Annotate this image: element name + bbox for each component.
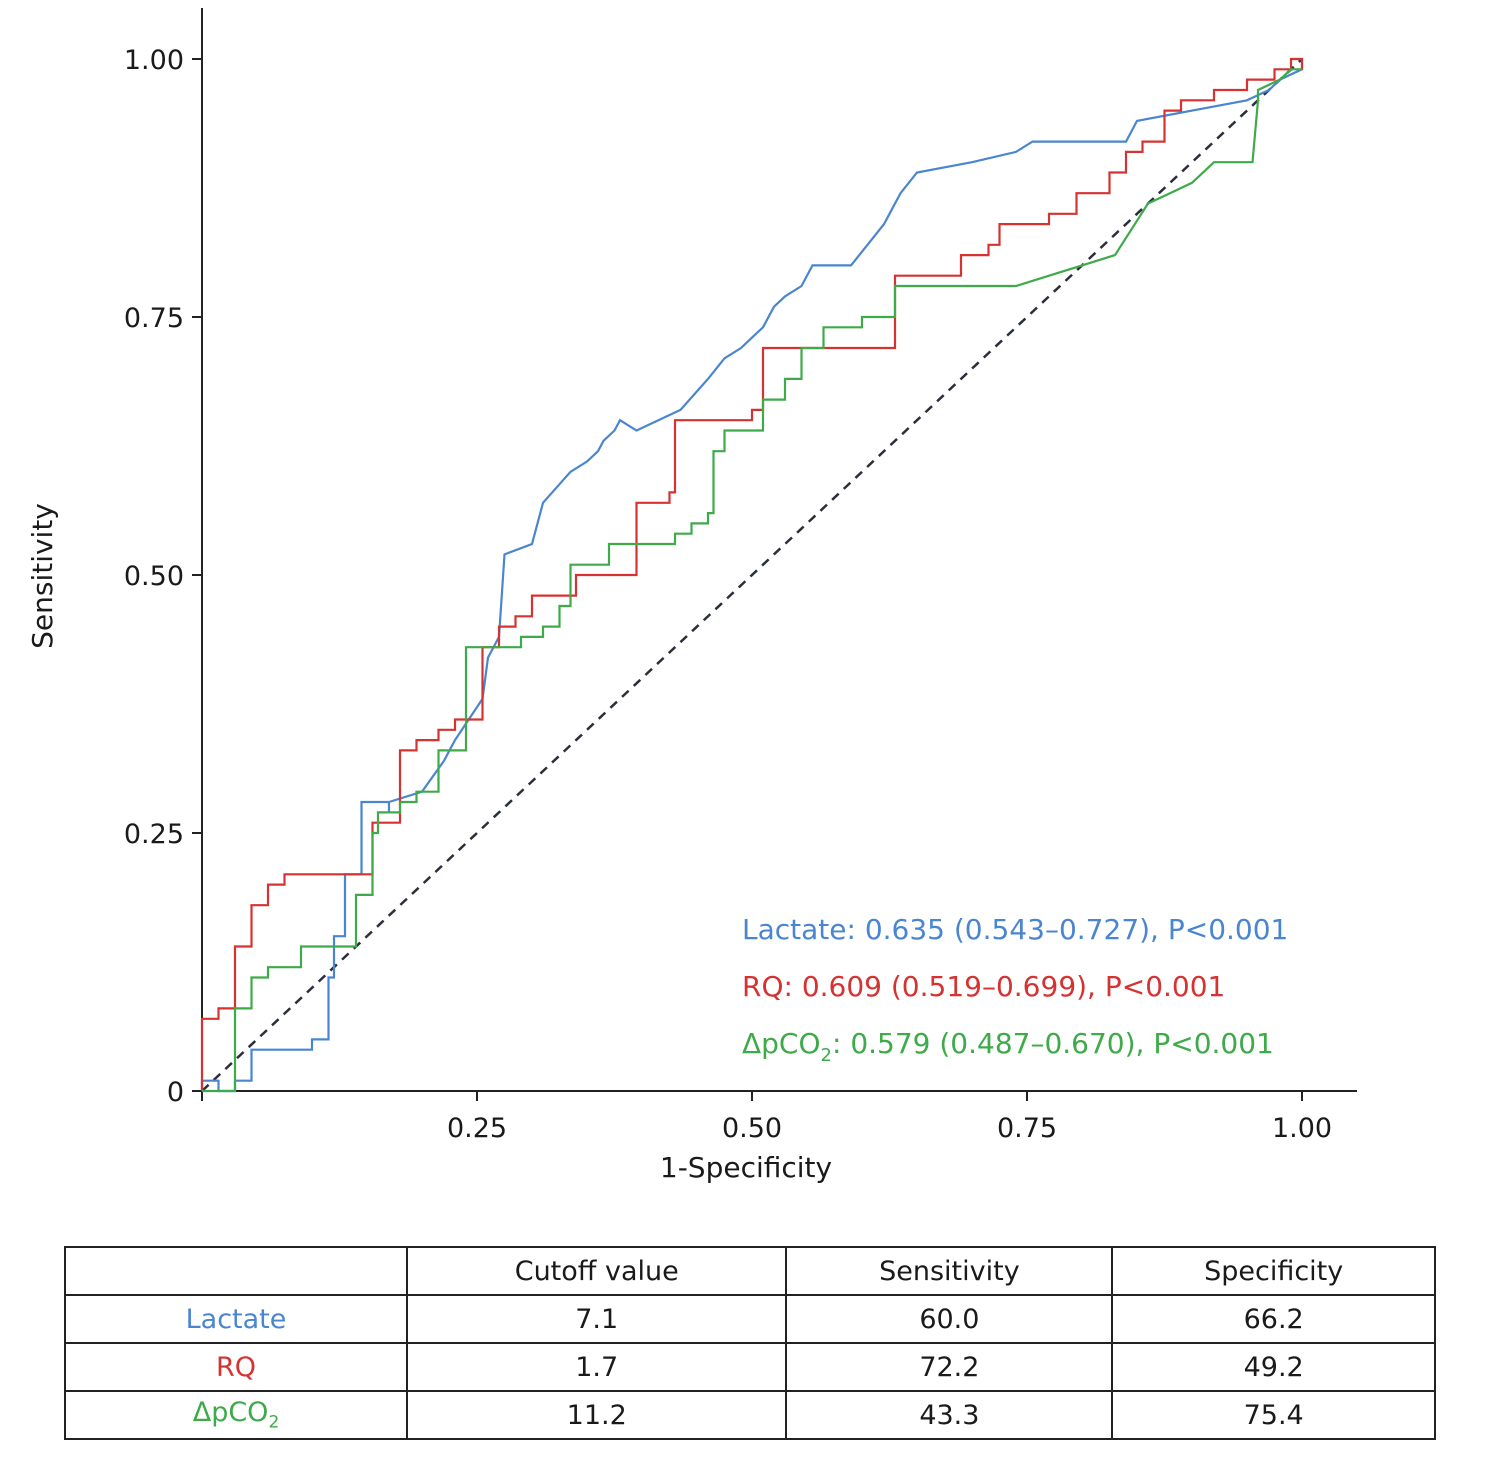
cell-cutoff: 7.1: [405, 1294, 788, 1344]
x-tick-label: 0.25: [447, 1113, 507, 1144]
cutoff-table: Cutoff value Sensitivity Specificity Lac…: [64, 1246, 1436, 1440]
y-axis-title: Sensitivity: [26, 503, 59, 649]
y-tick-label: 0: [167, 1077, 184, 1108]
row-label-dpco2-subscript: 2: [268, 1412, 280, 1433]
table-header-specificity: Specificity: [1111, 1246, 1436, 1296]
roc-curve-lactate: [200, 59, 1304, 1093]
tick-labels: 0 0.25 0.50 0.75 1.00 0.25 0.50 0.75 1.00: [124, 45, 1332, 1144]
y-tick-label: 0.75: [124, 303, 184, 334]
x-axis-title: 1-Specificity: [660, 1151, 832, 1184]
table-row: ΔpCO2 11.2 43.3 75.4: [64, 1390, 1436, 1440]
y-tick-label: 1.00: [124, 45, 184, 76]
cell-cutoff: 11.2: [405, 1390, 788, 1440]
table-header-cutoff: Cutoff value: [405, 1246, 788, 1296]
auc-annotations: Lactate: 0.635 (0.543–0.727), P<0.001 RQ:…: [742, 913, 1288, 1066]
row-label-dpco2-text: ΔpCO: [192, 1397, 269, 1429]
y-tick-label: 0.25: [124, 819, 184, 850]
x-tick-label: 0.75: [997, 1113, 1057, 1144]
reference-line: [201, 58, 1303, 1092]
cell-specificity: 75.4: [1111, 1390, 1436, 1440]
cell-sensitivity: 72.2: [785, 1342, 1114, 1392]
auc-annotation: Lactate: 0.635 (0.543–0.727), P<0.001: [742, 913, 1288, 946]
row-label-dpco2: ΔpCO2: [64, 1390, 408, 1440]
y-tick-label: 0.50: [124, 561, 184, 592]
axes: [192, 8, 1357, 1101]
cell-sensitivity: 43.3: [785, 1390, 1114, 1440]
row-label-rq: RQ: [64, 1342, 408, 1392]
table-header-row: Cutoff value Sensitivity Specificity: [64, 1246, 1436, 1296]
auc-annotation: ΔpCO2: 0.579 (0.487–0.670), P<0.001: [742, 1027, 1274, 1066]
row-label-lactate: Lactate: [64, 1294, 408, 1344]
auc-annotation-subscript: 2: [821, 1045, 832, 1066]
table-header-sensitivity: Sensitivity: [785, 1246, 1114, 1296]
cell-cutoff: 1.7: [405, 1342, 788, 1392]
x-tick-label: 0.50: [722, 1113, 782, 1144]
roc-curve-dpco2: [202, 68, 1302, 1093]
roc-chart: 0 0.25 0.50 0.75 1.00 0.25 0.50 0.75 1.00 1-Spec…: [26, 8, 1357, 1184]
cell-specificity: 49.2: [1111, 1342, 1436, 1392]
cell-specificity: 66.2: [1111, 1294, 1436, 1344]
table-row: Lactate 7.1 60.0 66.2: [64, 1294, 1436, 1344]
table-header-blank: [64, 1246, 408, 1296]
table-row: RQ 1.7 72.2 49.2: [64, 1342, 1436, 1392]
auc-annotation-prefix: ΔpCO: [742, 1027, 821, 1060]
roc-curves: [200, 57, 1304, 1093]
cell-sensitivity: 60.0: [785, 1294, 1114, 1344]
x-tick-label: 1.00: [1272, 1113, 1332, 1144]
reference-diagonal: [201, 58, 1303, 1092]
auc-annotation-suffix: : 0.579 (0.487–0.670), P<0.001: [832, 1027, 1274, 1060]
auc-annotation: RQ: 0.609 (0.519–0.699), P<0.001: [742, 970, 1225, 1003]
